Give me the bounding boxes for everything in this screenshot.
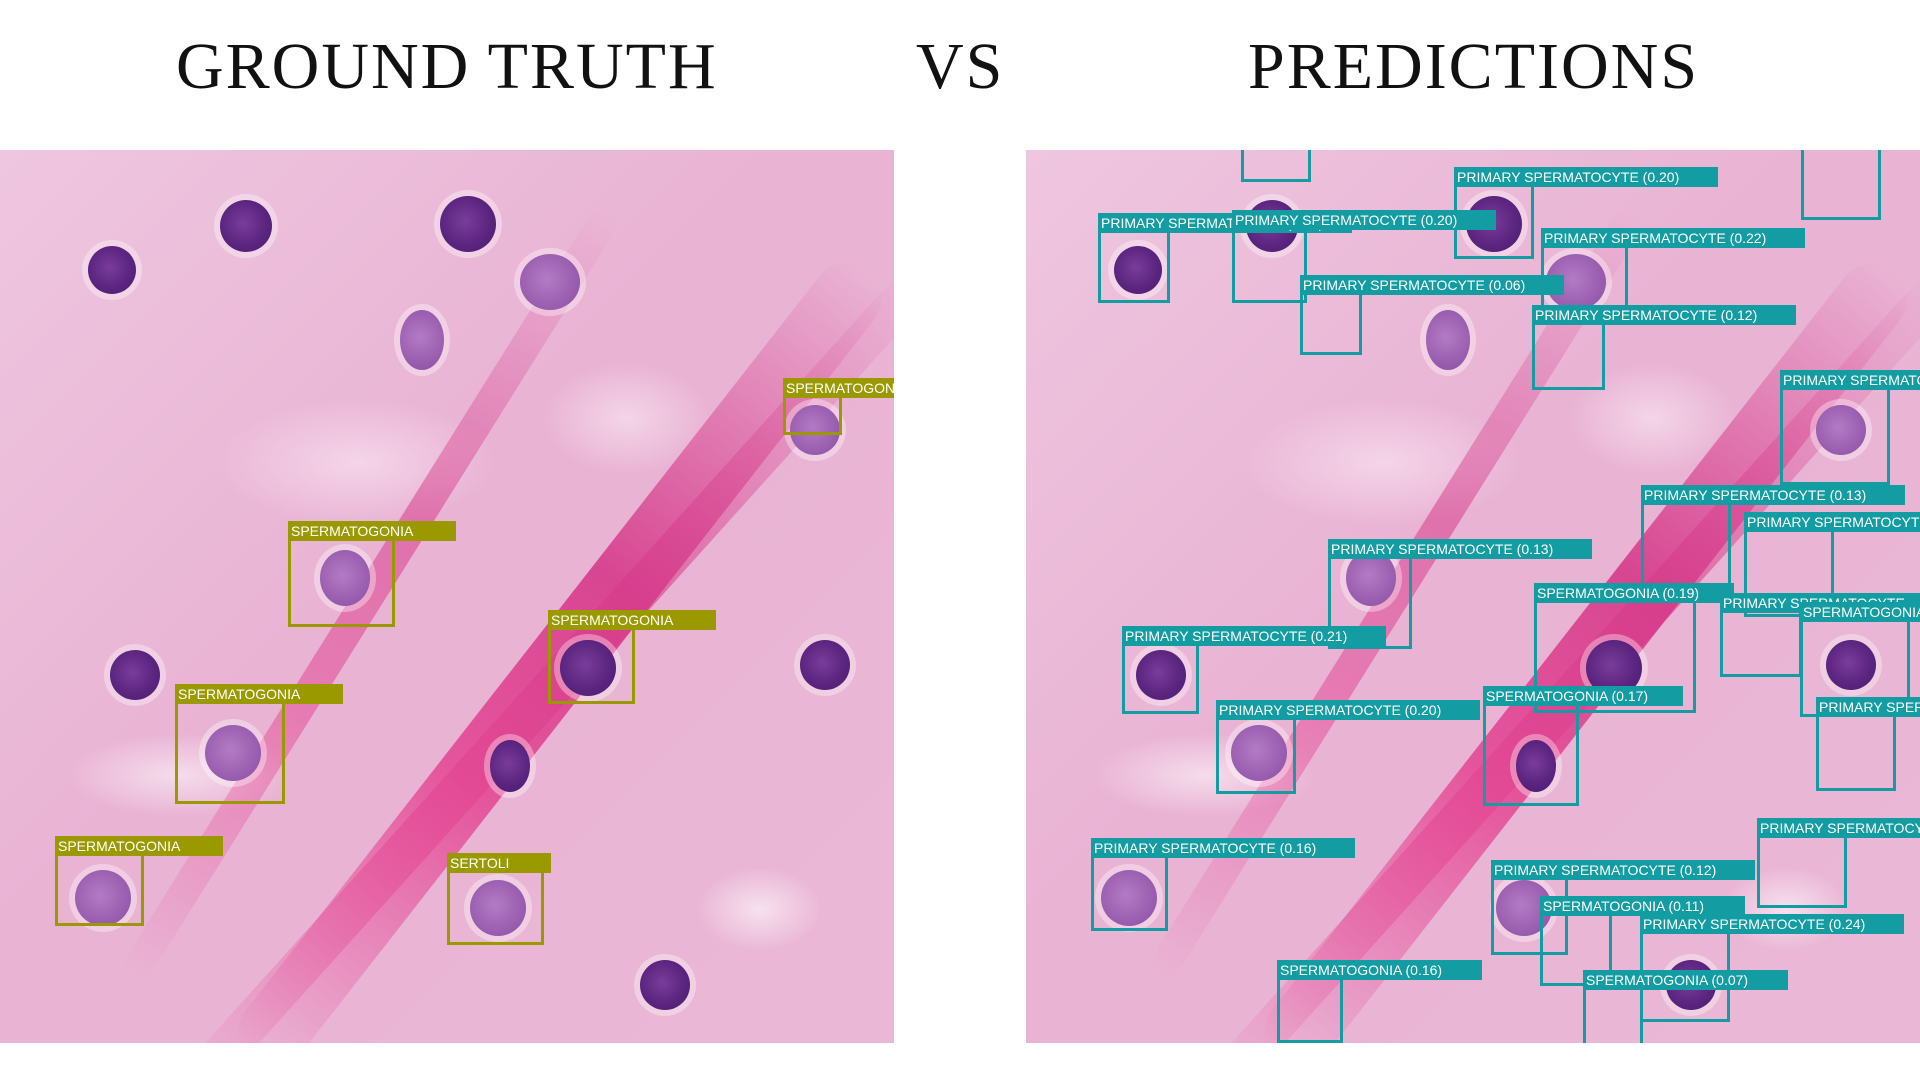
cell-nucleus: [1346, 550, 1396, 606]
prediction-label: PRIMARY SPERMATOCYTE (0.22): [1541, 228, 1805, 248]
prediction-label: PRIMARY SPERMATOCYTE (0.12): [1532, 305, 1796, 325]
ground-truth-label: SPERMATOGONIA: [288, 521, 456, 541]
prediction-label: PRIMARY SPERMATOCYTE (0.21): [1122, 626, 1386, 646]
prediction-label: PRIMARY SPERMATOCYTE (0.20): [1454, 167, 1718, 187]
ground-truth-label: SPERMATOGONIA: [55, 836, 223, 856]
cell-nucleus: [320, 550, 370, 606]
cell-nucleus: [1516, 740, 1556, 792]
cell-nucleus: [640, 960, 690, 1010]
prediction-label: SPERMATOGONIA (0.17): [1483, 686, 1683, 706]
cell-nucleus: [800, 640, 850, 690]
prediction-label: PRIMARY SPERMATOCYTE: [1816, 697, 1920, 717]
cell-nucleus: [75, 870, 131, 926]
prediction-label: PRIMARY SPERMATOCYTE (0.13): [1641, 485, 1905, 505]
ground-truth-label: SPERMATOGONIA: [548, 610, 716, 630]
prediction-label: SPERMATOGONIA: [1800, 602, 1920, 622]
cell-nucleus: [1101, 870, 1157, 926]
cell-nucleus: [490, 740, 530, 792]
ground-truth-heading: GROUND TRUTH: [176, 30, 718, 103]
ground-truth-label: SPERMATOGONIA: [175, 684, 343, 704]
prediction-label: SPERMATOGONIA (0.19): [1534, 583, 1734, 603]
cell-nucleus: [110, 650, 160, 700]
cell-nucleus: [1426, 310, 1470, 370]
cell-nucleus: [220, 200, 272, 252]
cell-nucleus: [88, 246, 136, 294]
vs-heading: VS: [916, 30, 1005, 103]
prediction-label: PRIMARY SPERMATOCYTE (0.16): [1091, 838, 1355, 858]
prediction-label: SPERMATOGONIA (0.07): [1583, 970, 1788, 990]
cell-nucleus: [440, 196, 496, 252]
cell-nucleus: [790, 405, 840, 455]
prediction-box: [1801, 150, 1881, 220]
prediction-label: PRIMARY SPERMATOCYTE: [1780, 370, 1920, 390]
prediction-label: PRIMARY SPERMATOCYTE (0.12): [1491, 860, 1755, 880]
prediction-label: PRIMARY SPERMATOCYTE: [1757, 818, 1920, 838]
prediction-label: PRIMARY SPERMATOCYTE (0.24): [1640, 914, 1904, 934]
cell-nucleus: [400, 310, 444, 370]
ground-truth-image: SPERMATOGONIA SPERMATOGONIA SPERMATOGONI…: [0, 150, 894, 1043]
cell-nucleus: [1136, 650, 1186, 700]
prediction-label: SPERMATOGONIA (0.16): [1277, 960, 1482, 980]
cell-nucleus: [205, 725, 261, 781]
cell-nucleus: [1816, 405, 1866, 455]
cell-nucleus: [520, 254, 580, 310]
cell-nucleus: [1114, 246, 1162, 294]
cell-nucleus: [1826, 640, 1876, 690]
cell-nucleus: [1231, 725, 1287, 781]
cell-nucleus: [560, 640, 616, 696]
ground-truth-label: SPERMATOGONIA: [783, 378, 894, 398]
prediction-label: PRIMARY SPERMATOCYTE (0.06): [1300, 275, 1564, 295]
prediction-label: PRIMARY SPERMATOCYTE (0.13): [1328, 539, 1592, 559]
ground-truth-label: SERTOLI: [447, 853, 551, 873]
prediction-label: PRIMARY SPERMATOCYTE (0.20): [1216, 700, 1480, 720]
cell-nucleus: [470, 880, 526, 936]
prediction-label: SPERMATOGONIA (0.11): [1540, 896, 1745, 916]
predictions-heading: PREDICTIONS: [1248, 30, 1700, 103]
prediction-label: PRIMARY SPERMATOCYTE: [1744, 512, 1920, 532]
prediction-box: [1241, 150, 1311, 182]
prediction-label: PRIMARY SPERMATOCYTE (0.20): [1232, 210, 1496, 230]
predictions-image: PRIMARY SPERMATOCYTE (0.20) PRIMARY SPER…: [1026, 150, 1920, 1043]
